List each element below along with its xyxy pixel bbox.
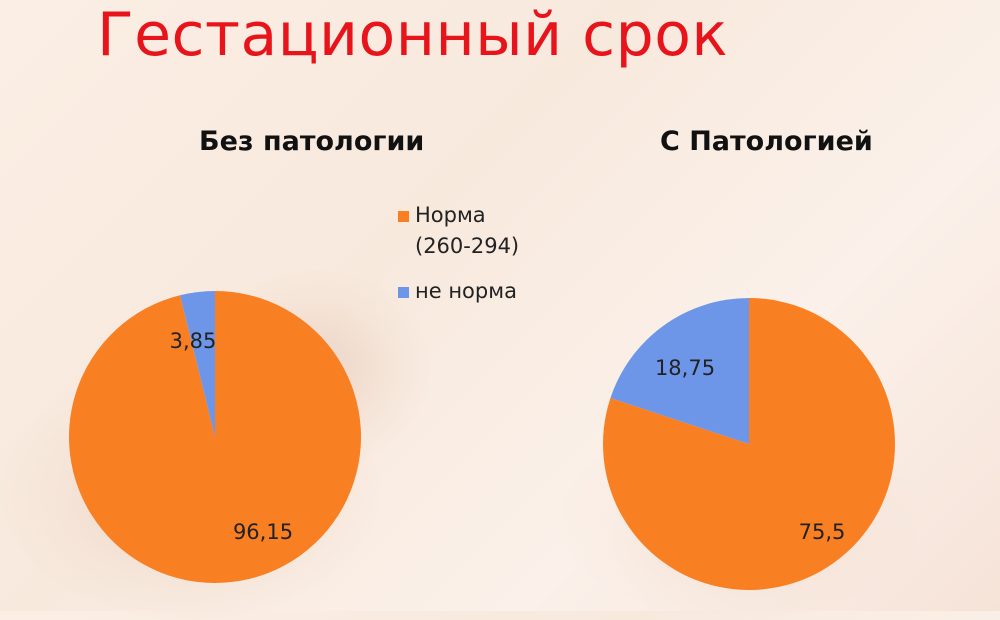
pie-0-slice-1 [180,291,215,437]
pie-1-slice-0 [602,298,895,590]
pie-1-slice-1 [610,298,749,444]
legend-item-not-norm: не норма [398,276,519,307]
pie-1-data-label-1: 18,75 [655,356,715,380]
legend-item-norm: Норма (260-294) [398,200,519,262]
chart-title-left: Без патологии [199,126,425,157]
legend-label-norm-range: (260-294) [415,234,520,258]
chart-title-right: С Патологией [660,126,873,157]
pie-0-slice-0 [68,291,361,583]
slide-title: Гестационный срок [97,0,729,70]
legend-swatch-norm [398,211,409,222]
legend-label-norm: Норма [415,203,486,227]
chart-legend: Норма (260-294) не норма [398,200,519,321]
pie-1-data-label-0: 75,5 [799,520,846,544]
legend-label-not-norm: не норма [415,279,517,303]
legend-swatch-not-norm [398,287,409,298]
pie-0-data-label-0: 96,15 [233,520,293,544]
pie-0-data-label-1: 3,85 [170,329,217,353]
